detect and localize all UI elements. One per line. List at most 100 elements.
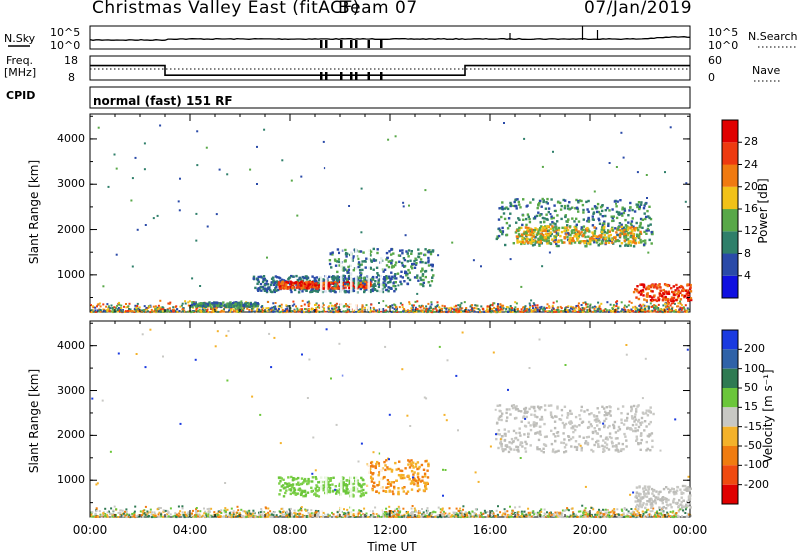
- data-cell: [271, 290, 274, 294]
- data-cell: [390, 253, 393, 256]
- data-cell: [431, 511, 434, 514]
- data-cell: [246, 307, 249, 310]
- data-cell: [620, 310, 623, 313]
- data-cell: [336, 270, 339, 274]
- data-cell: [522, 218, 525, 221]
- data-cell: [584, 240, 587, 243]
- data-cell: [412, 310, 414, 313]
- data-cell: [411, 308, 414, 311]
- data-cell: [635, 296, 638, 299]
- data-cell: [620, 508, 623, 511]
- data-cell: [387, 260, 390, 263]
- data-cell: [345, 515, 348, 518]
- data-cell: [413, 514, 415, 517]
- data-cell: [567, 218, 570, 221]
- data-cell: [600, 510, 602, 513]
- nsky-dropout: [367, 40, 370, 48]
- data-cell: [391, 266, 394, 269]
- data-cell: [505, 308, 508, 310]
- data-cell: [400, 311, 403, 313]
- data-cell: [345, 303, 347, 305]
- data-cell: [256, 302, 259, 305]
- data-cell: [281, 282, 284, 285]
- data-cell: [348, 268, 351, 271]
- data-cell: [403, 514, 406, 517]
- data-cell: [659, 308, 662, 311]
- data-cell: [550, 513, 553, 516]
- data-cell: [649, 223, 652, 226]
- data-cell: [529, 227, 532, 231]
- data-cell: [223, 511, 226, 514]
- data-cell: [611, 229, 614, 232]
- data-cell: [648, 238, 651, 242]
- data-cell: [604, 308, 607, 310]
- data-cell: [305, 289, 308, 292]
- data-cell: [638, 225, 641, 228]
- data-cell: [575, 223, 578, 226]
- data-cell: [309, 280, 312, 284]
- data-cell: [595, 239, 598, 242]
- data-cell: [259, 286, 263, 289]
- data-cell: [577, 510, 580, 513]
- data-cell: [386, 281, 390, 284]
- data-cell: [336, 275, 339, 278]
- data-cell: [682, 509, 684, 512]
- data-cell: [577, 302, 580, 305]
- data-cell: [627, 221, 630, 224]
- data-cell: [386, 310, 389, 313]
- data-cell: [620, 515, 623, 518]
- data-cell: [518, 203, 521, 206]
- data-cell: [646, 300, 648, 303]
- data-cell: [508, 514, 511, 517]
- data-cell: [346, 269, 349, 272]
- data-cell: [246, 304, 249, 308]
- data-cell: [287, 278, 290, 281]
- data-cell: [532, 239, 535, 242]
- data-cell: [267, 309, 270, 311]
- data-cell: [676, 287, 679, 290]
- data-cell: [590, 514, 592, 517]
- data-cell: [629, 240, 632, 243]
- data-cell: [377, 281, 380, 284]
- data-cell: [601, 224, 604, 227]
- data-cell: [601, 204, 604, 207]
- data-cell: [459, 305, 462, 308]
- data-cell: [608, 239, 611, 243]
- data-cell: [595, 306, 598, 309]
- data-cell: [305, 516, 308, 518]
- data-cell: [508, 307, 511, 310]
- data-cell: [406, 252, 409, 255]
- data-cell: [393, 510, 396, 513]
- data-cell: [674, 289, 677, 292]
- data-cell: [390, 277, 393, 280]
- data-cell: [473, 310, 476, 313]
- data-cell: [587, 210, 590, 213]
- data-cell: [363, 287, 366, 290]
- data-cell: [629, 201, 632, 205]
- data-cell: [262, 514, 265, 517]
- data-cell: [420, 278, 423, 282]
- data-cell: [318, 283, 321, 286]
- data-cell: [506, 510, 509, 513]
- data-cell: [554, 225, 558, 229]
- data-cell: [438, 311, 441, 314]
- data-cell: [521, 223, 524, 227]
- data-cell: [594, 513, 597, 516]
- data-cell: [602, 226, 606, 230]
- data-cell: [458, 515, 461, 518]
- data-cell: [669, 309, 672, 312]
- data-cell: [647, 224, 650, 227]
- data-cell: [494, 515, 497, 517]
- data-cell: [539, 241, 542, 244]
- data-cell: [546, 303, 549, 306]
- data-cell: [684, 200, 687, 203]
- data-cell: [515, 229, 519, 232]
- data-cell: [296, 283, 299, 286]
- data-cell: [209, 308, 212, 310]
- data-cell: [601, 309, 604, 312]
- data-cell: [382, 515, 385, 518]
- data-cell: [195, 239, 198, 242]
- data-cell: [324, 310, 327, 313]
- data-cell: [530, 242, 533, 245]
